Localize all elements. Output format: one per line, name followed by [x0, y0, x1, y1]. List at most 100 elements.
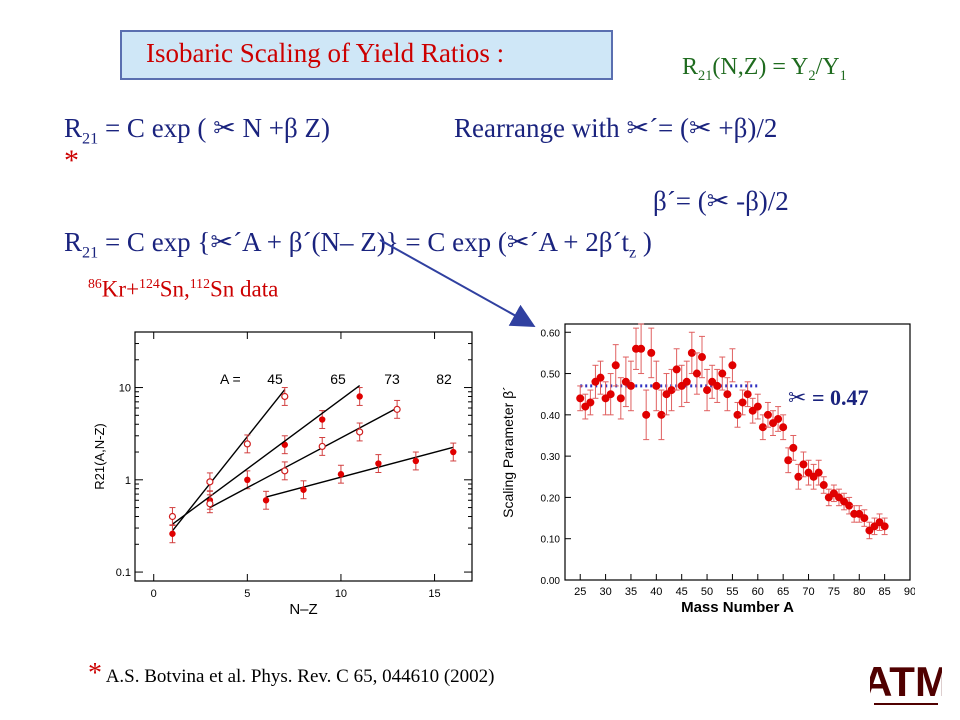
data-point: [652, 381, 661, 390]
x-tick-label: 80: [853, 586, 865, 598]
data-point: [647, 348, 656, 357]
sn124-superscript: 124: [139, 276, 160, 291]
data-point-open: [168, 512, 177, 521]
data-point-open: [281, 467, 289, 475]
x-tick-label: 90: [904, 586, 915, 598]
data-point: [758, 423, 767, 432]
data-point: [616, 394, 625, 403]
x-tick-label: 10: [335, 588, 347, 600]
x-tick-label: 70: [802, 586, 814, 598]
data-point: [687, 348, 696, 357]
y-axis-label: R21(A,N-Z): [92, 423, 107, 489]
eq2-subscript: 21: [82, 243, 99, 262]
ratio-vs-nz-chart: 0 5 10 15 0.1 1 10 N–Z R21(A,N-Z) A = 45 65 73 82: [92, 331, 473, 618]
data-point: [880, 522, 889, 531]
equation-1: R21 = C exp ( ✂ N +β Z): [64, 113, 330, 148]
data-point-open: [281, 392, 289, 401]
ratio-slash: /Y: [815, 54, 840, 80]
beta-eq-post: -β)/2: [729, 186, 789, 216]
data-point: [596, 373, 605, 382]
x-tick-label: 45: [676, 586, 688, 598]
y-tick-label: 0.50: [541, 370, 561, 381]
data-point: [657, 410, 666, 419]
data-point: [586, 398, 595, 407]
scaling-parameter-chart: 25 30 35 40 45 50 55 60 65 70 75 80 85 90 0.00 0.10 0.20…: [500, 323, 915, 616]
data-point: [845, 501, 854, 510]
data-point: [774, 414, 783, 423]
alpha-symbol-icon: ✂: [213, 113, 236, 144]
mass-label: 45: [267, 371, 283, 387]
data-point: [814, 468, 823, 477]
ratio-text: (N,Z) = Y: [712, 54, 809, 80]
eq2-part4: ): [636, 227, 652, 257]
kr-mass-superscript: 86: [88, 276, 102, 291]
ratio-symbol: R: [682, 54, 699, 80]
data-point: [763, 410, 772, 419]
data-point: [576, 394, 585, 403]
mass-label: 73: [384, 371, 400, 387]
alpha-value-label: ✂ = 0.47: [788, 385, 868, 411]
ratio-subscript: 21: [698, 67, 713, 84]
data-point: [692, 369, 701, 378]
data-point-open: [356, 428, 364, 436]
reference-star: *: [88, 658, 102, 689]
y1-subscript: 1: [839, 67, 847, 84]
data-point: [672, 365, 681, 374]
y-tick-label: 0.00: [541, 576, 561, 587]
data-point: [626, 381, 635, 390]
data-point-open: [206, 500, 214, 508]
rearrange-text: Rearrange with: [454, 113, 627, 143]
y-tick-label: 0.60: [541, 328, 561, 339]
data-point: [611, 361, 620, 370]
x-axis-label: Mass Number A: [681, 599, 794, 616]
y-tick-label: 0.30: [541, 452, 561, 463]
data-point: [738, 398, 747, 407]
fit-line: [172, 385, 361, 525]
alpha-symbol-icon: ✂: [626, 113, 650, 144]
data-point: [789, 443, 798, 452]
data-point: [697, 353, 706, 362]
data-point: [606, 390, 615, 399]
x-tick-label: 85: [879, 586, 891, 598]
x-tick-label: 75: [828, 586, 840, 598]
footnote-star: *: [64, 144, 79, 177]
eq2-r: R: [64, 227, 83, 257]
slide-title: Isobaric Scaling of Yield Ratios :: [146, 38, 505, 68]
y-axis-label: Scaling Parameter β´: [500, 386, 516, 518]
data-point-open: [393, 405, 401, 413]
data-point-filled: [244, 476, 251, 484]
x-tick-label: 40: [650, 586, 662, 598]
data-point: [784, 456, 793, 465]
mass-label: 82: [436, 371, 452, 387]
eq1-r: R: [64, 113, 83, 143]
x-tick-label: 25: [574, 586, 586, 598]
y2-subscript: 2: [808, 67, 816, 84]
beta-eq-pre: β´= (: [653, 186, 707, 216]
y-tick-label: 0.20: [541, 493, 561, 504]
sn-text: Sn,: [159, 276, 190, 302]
eq1-main: = C exp (: [98, 113, 214, 143]
data-point: [723, 390, 732, 399]
plot-frame: [564, 323, 911, 581]
data-point-filled: [450, 448, 457, 456]
reference-text: A.S. Botvina et al. Phys. Rev. C 65, 044…: [102, 666, 495, 687]
data-point-filled: [337, 471, 345, 478]
sn112-superscript: 112: [189, 276, 210, 291]
alpha-symbol-icon: ✂: [706, 186, 730, 217]
rearrange-eq-end: +β)/2: [711, 113, 778, 143]
data-point: [794, 472, 803, 481]
data-point: [743, 390, 752, 399]
fit-line: [209, 407, 398, 509]
data-point-filled: [375, 460, 382, 467]
sn-data-text: Sn data: [209, 276, 279, 302]
data-point: [779, 423, 788, 432]
eq2-part1: = C exp {: [98, 227, 211, 257]
data-point-filled: [262, 497, 270, 504]
data-point-open: [243, 440, 251, 448]
fit-line: [265, 446, 454, 498]
data-label: 86Kr+124Sn,112Sn data: [88, 276, 278, 303]
y-tick-label: 0.1: [116, 567, 131, 579]
x-tick-label: 5: [244, 588, 250, 600]
plot-frame: [134, 331, 473, 582]
